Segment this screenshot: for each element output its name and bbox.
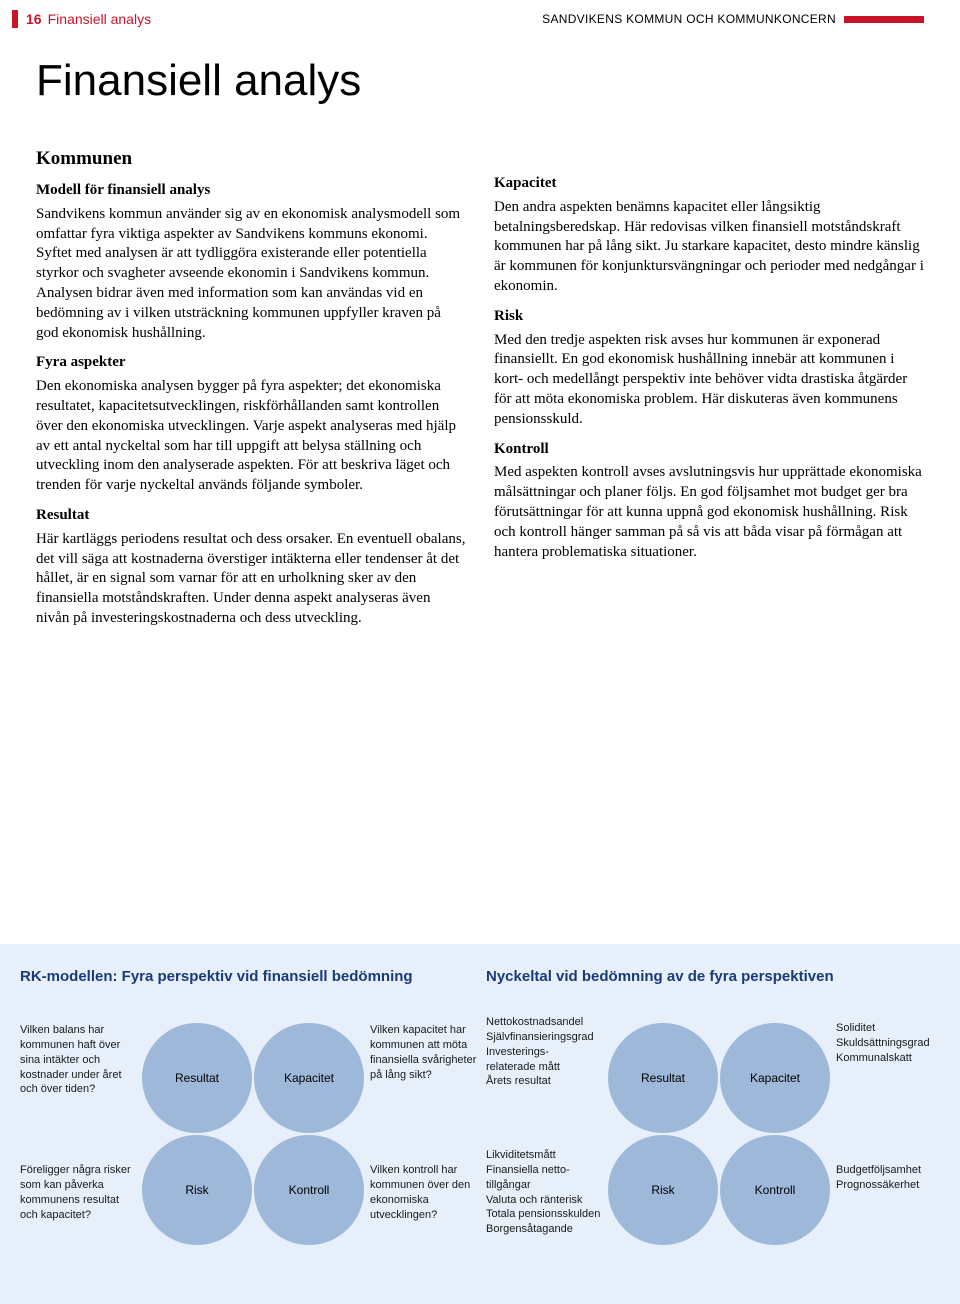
- infographic-panel: RK-modellen: Fyra perspektiv vid finansi…: [0, 944, 960, 1304]
- petal-risk: Risk: [142, 1135, 252, 1245]
- metrics-text: Soliditet Skuldsättningsgrad Kommunalska…: [836, 1021, 951, 1066]
- metrics-top-left: Nettokostnadsandel Självfinansieringsgra…: [486, 1015, 601, 1089]
- sub-heading: Modell för finansiell analys: [36, 181, 466, 201]
- petal-kapacitet: Kapacitet: [254, 1023, 364, 1133]
- right-column: Kapacitet Den andra aspekten benämns kap…: [494, 146, 924, 637]
- body-paragraph: Den andra aspekten benämns kapacitet ell…: [494, 198, 924, 297]
- sub-heading: Kontroll: [494, 440, 924, 460]
- sub-heading: Resultat: [36, 506, 466, 526]
- accent-bar-icon: [844, 16, 924, 23]
- question-text: Vilken kontroll har kommunen över den ek…: [370, 1163, 485, 1222]
- question-bottom-right: Vilken kontroll har kommunen över den ek…: [370, 1163, 485, 1222]
- nyckeltal-diagram: Nyckeltal vid bedömning av de fyra persp…: [486, 968, 940, 1284]
- diagram-grid: Resultat Kapacitet Risk Kontroll Vilken …: [20, 1003, 474, 1273]
- body-paragraph: Med aspekten kontroll avses avslutningsv…: [494, 463, 924, 562]
- sub-heading: Kapacitet: [494, 174, 924, 194]
- page-section-label: Finansiell analys: [48, 11, 152, 27]
- accent-bar-icon: [12, 10, 18, 28]
- metrics-bottom-right: Budgetföljsamhet Prognossäkerhet: [836, 1163, 951, 1193]
- question-bottom-left: Föreligger några risker som kan påverka …: [20, 1163, 135, 1222]
- metrics-text: Nettokostnadsandel Självfinansieringsgra…: [486, 1015, 601, 1089]
- page-header: 16 Finansiell analys SANDVIKENS KOMMUN O…: [0, 0, 960, 32]
- metrics-bottom-left: Likviditetsmått Finansiella netto- tillg…: [486, 1148, 601, 1237]
- sub-heading: Risk: [494, 307, 924, 327]
- question-top-left: Vilken balans har kommunen haft över sin…: [20, 1023, 135, 1097]
- petal-cluster: Resultat Kapacitet Risk Kontroll: [608, 1023, 830, 1245]
- section-heading: Kommunen: [36, 146, 466, 171]
- body-paragraph: Den ekonomiska analysen bygger på fyra a…: [36, 377, 466, 496]
- metrics-text: Budgetföljsamhet Prognossäkerhet: [836, 1163, 951, 1193]
- petal-resultat: Resultat: [608, 1023, 718, 1133]
- left-column: Kommunen Modell för finansiell analys Sa…: [36, 146, 466, 637]
- petal-risk: Risk: [608, 1135, 718, 1245]
- petal-kapacitet: Kapacitet: [720, 1023, 830, 1133]
- question-text: Vilken kapacitet har kommunen att möta f…: [370, 1023, 485, 1082]
- header-right: SANDVIKENS KOMMUN OCH KOMMUNKONCERN: [542, 12, 924, 26]
- page-title: Finansiell analys: [0, 32, 960, 146]
- diagram-grid: Resultat Kapacitet Risk Kontroll Nettoko…: [486, 1003, 940, 1273]
- question-text: Vilken balans har kommunen haft över sin…: [20, 1023, 135, 1097]
- sub-heading: Fyra aspekter: [36, 353, 466, 373]
- metrics-text: Likviditetsmått Finansiella netto- tillg…: [486, 1148, 601, 1237]
- body-paragraph: Här kartläggs periodens resultat och des…: [36, 530, 466, 629]
- diagram-title: Nyckeltal vid bedömning av de fyra persp…: [486, 968, 940, 985]
- petal-kontroll: Kontroll: [254, 1135, 364, 1245]
- page-number: 16: [26, 11, 42, 27]
- petal-cluster: Resultat Kapacitet Risk Kontroll: [142, 1023, 364, 1245]
- petal-kontroll: Kontroll: [720, 1135, 830, 1245]
- question-text: Föreligger några risker som kan påverka …: [20, 1163, 135, 1222]
- org-label: SANDVIKENS KOMMUN OCH KOMMUNKONCERN: [542, 12, 836, 26]
- diagram-title: RK-modellen: Fyra perspektiv vid finansi…: [20, 968, 474, 985]
- petal-resultat: Resultat: [142, 1023, 252, 1133]
- body-paragraph: Sandvikens kommun använder sig av en eko…: [36, 205, 466, 344]
- metrics-top-right: Soliditet Skuldsättningsgrad Kommunalska…: [836, 1021, 951, 1066]
- rk-model-diagram: RK-modellen: Fyra perspektiv vid finansi…: [20, 968, 474, 1284]
- content-columns: Kommunen Modell för finansiell analys Sa…: [0, 146, 960, 637]
- question-top-right: Vilken kapacitet har kommunen att möta f…: [370, 1023, 485, 1082]
- body-paragraph: Med den tredje aspekten risk avses hur k…: [494, 331, 924, 430]
- header-left: 16 Finansiell analys: [12, 10, 151, 28]
